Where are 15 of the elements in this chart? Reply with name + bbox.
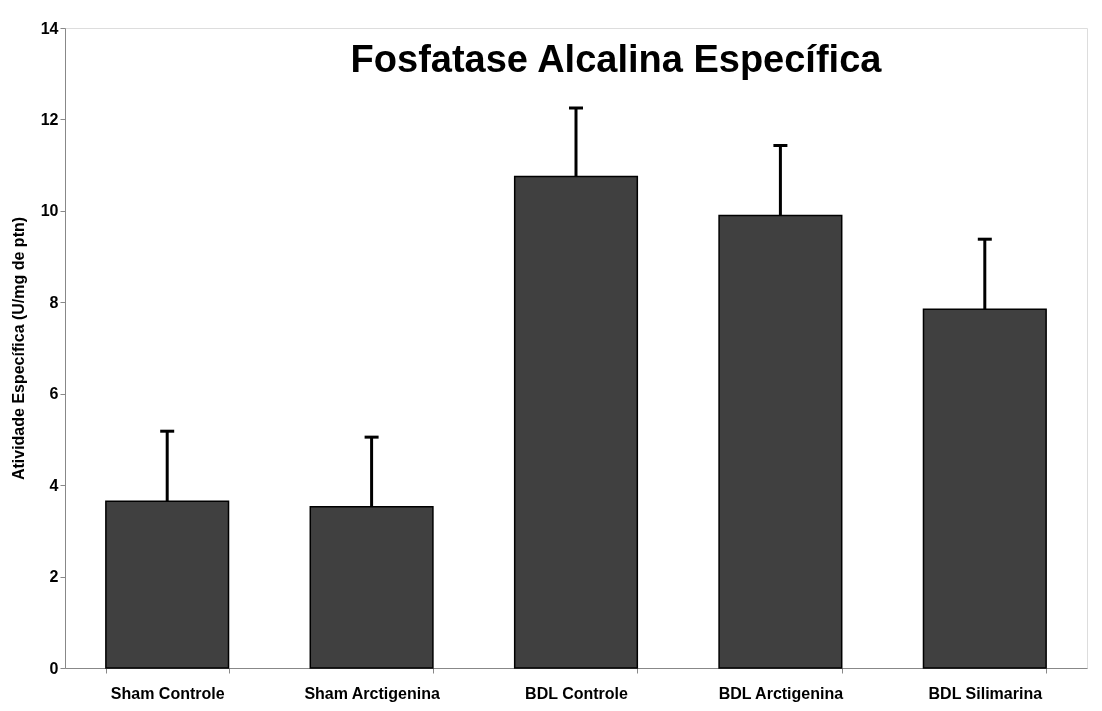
y-tick-label: 0 [49, 659, 59, 677]
y-tick-label: 8 [49, 293, 59, 311]
y-tick-label: 10 [40, 202, 59, 220]
x-tick-label: BDL Arctigenina [718, 684, 844, 702]
x-tick-label: BDL Silimarina [928, 684, 1043, 702]
y-tick-label: 4 [49, 476, 59, 494]
y-tick-label: 14 [40, 19, 59, 37]
x-tick-label: Sham Controle [110, 684, 225, 702]
chart-title: Fosfatase Alcalina Específica [350, 38, 883, 80]
x-tick-label: Sham Arctigenina [304, 684, 440, 702]
y-tick-label: 12 [40, 110, 59, 128]
y-tick-label: 2 [49, 568, 59, 586]
x-tick-label: BDL Controle [525, 684, 629, 702]
y-axis-title: Atividade Específica (U/mg de ptn) [9, 216, 27, 481]
y-tick-label: 6 [49, 385, 59, 403]
